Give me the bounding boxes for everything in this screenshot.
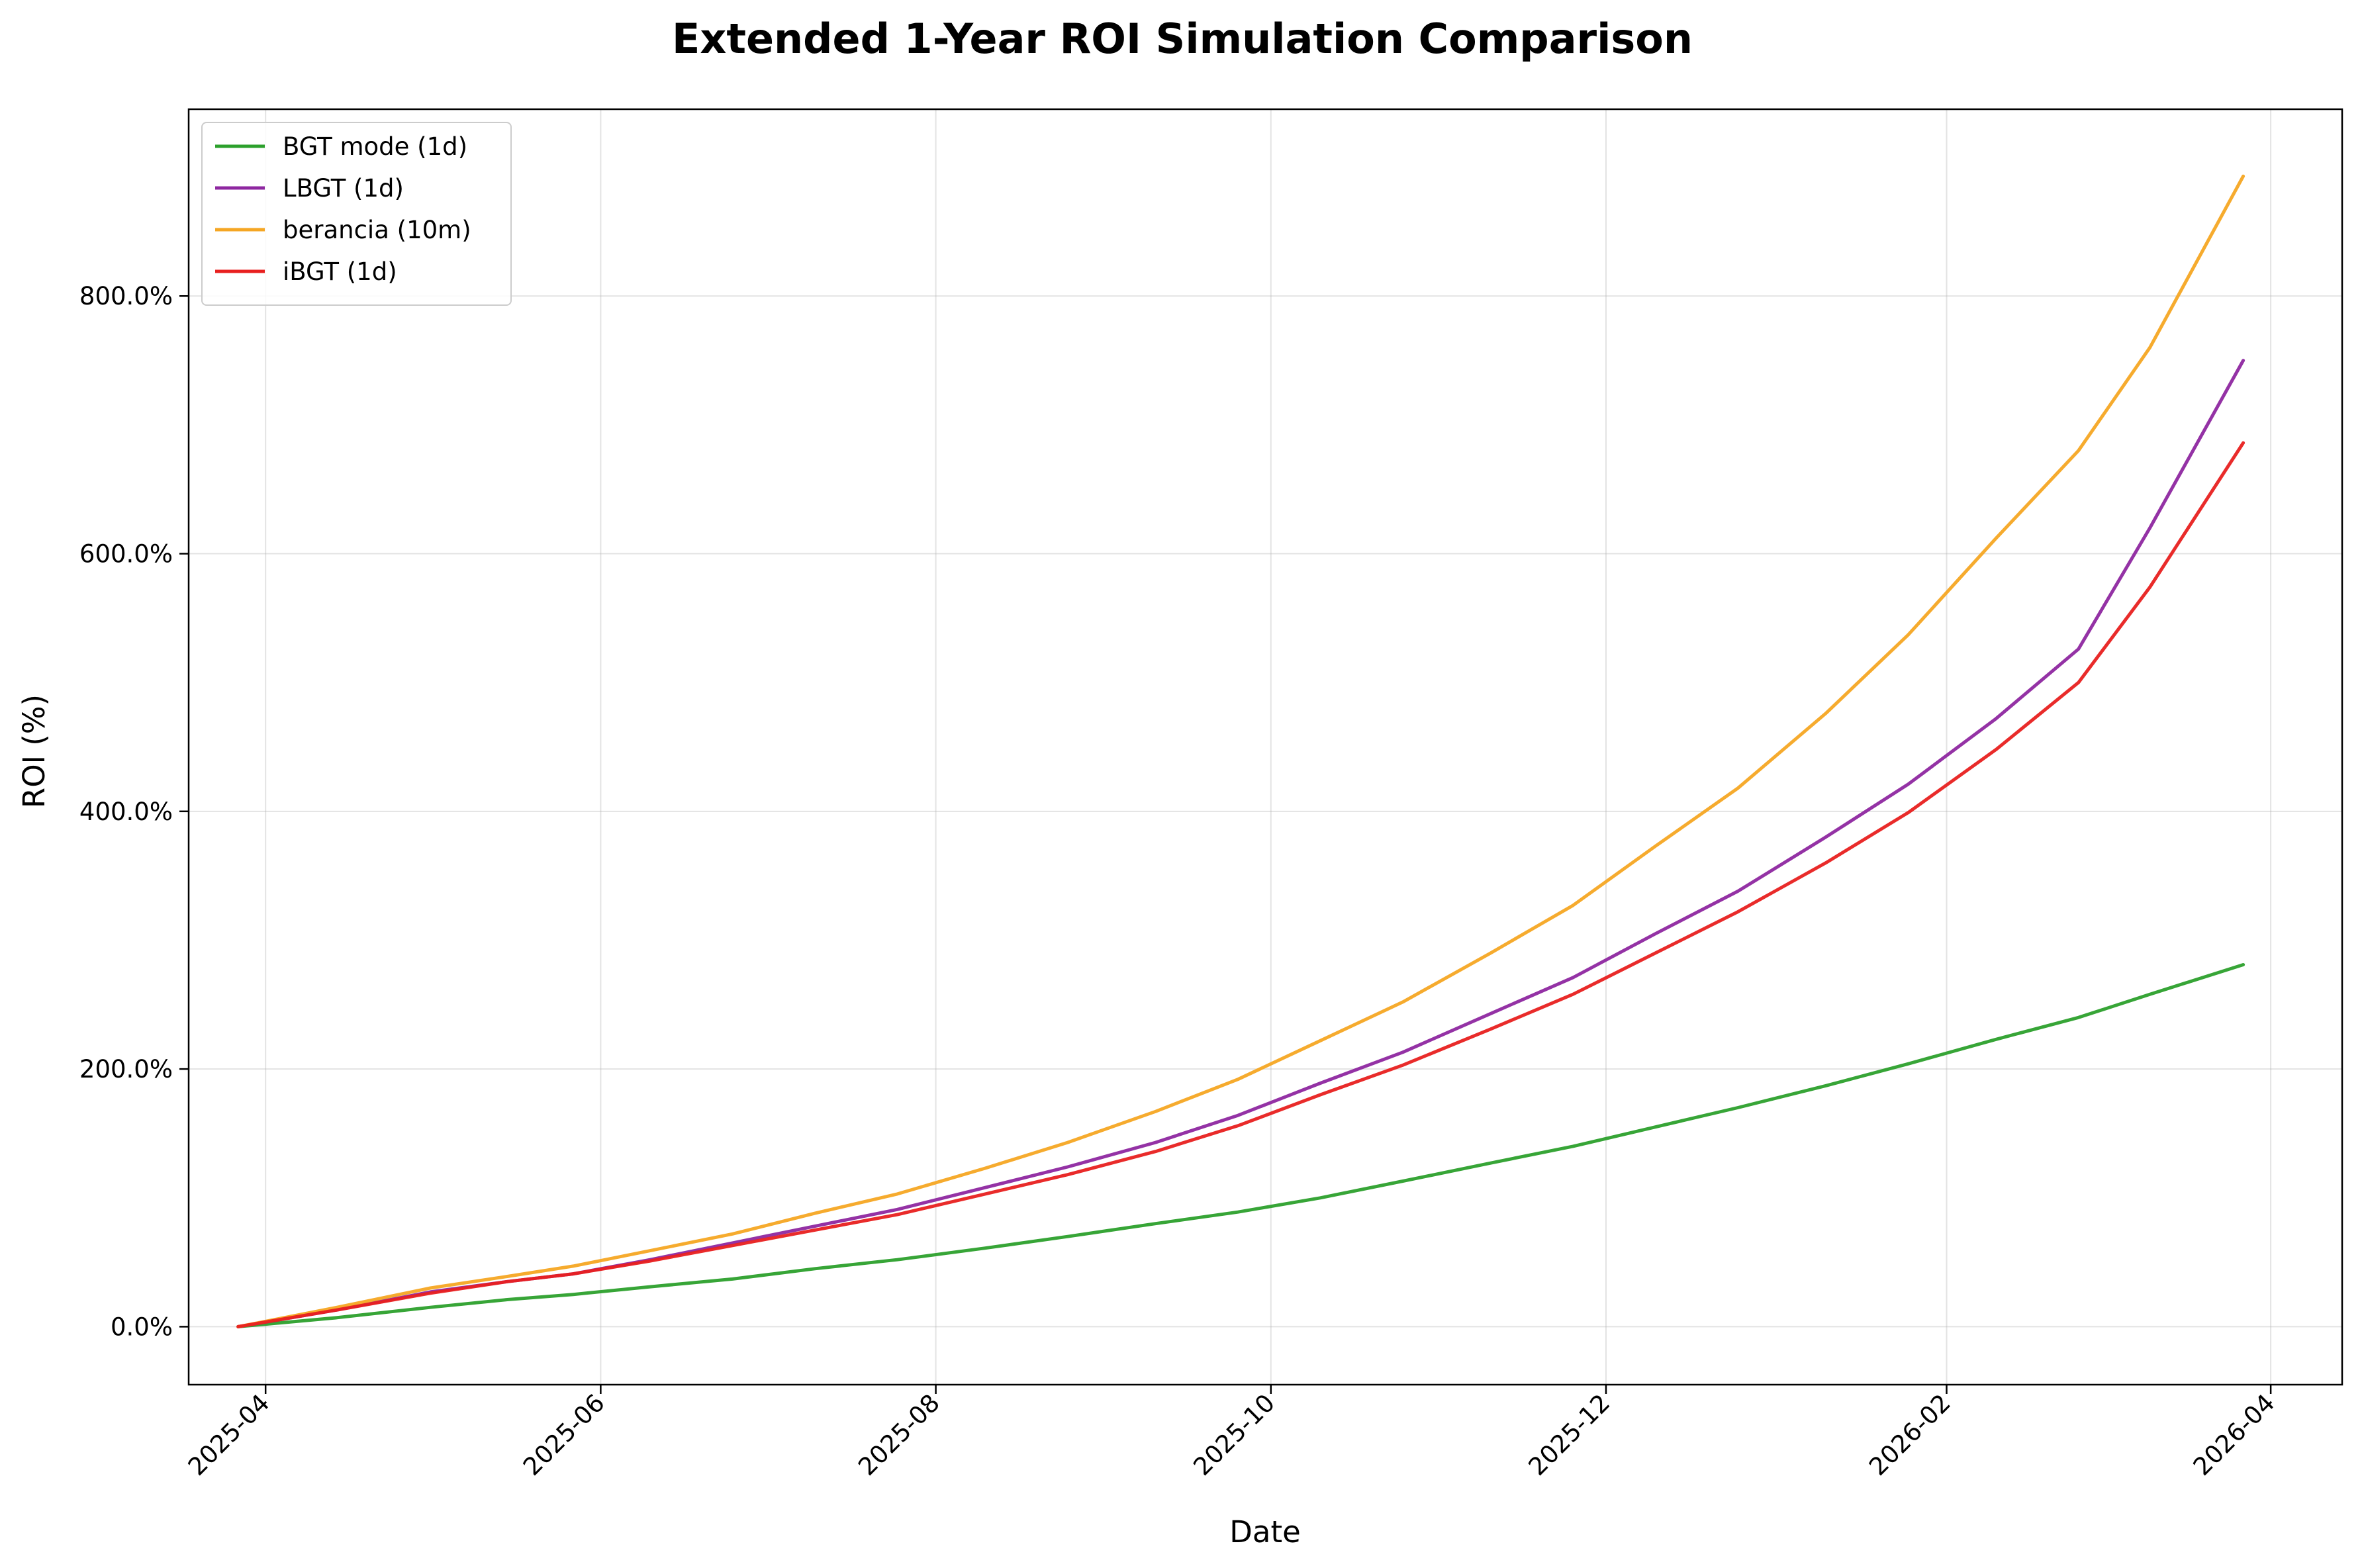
y-tick-label: 200.0% xyxy=(79,1055,173,1084)
legend-label: iBGT (1d) xyxy=(283,257,397,286)
series-layer xyxy=(236,174,2245,1328)
series-line-ibgt-1d xyxy=(236,441,2245,1328)
y-tick-label: 800.0% xyxy=(79,282,173,310)
series-line-berancia-10m xyxy=(236,174,2245,1328)
y-tick-label: 0.0% xyxy=(111,1313,173,1341)
legend: BGT mode (1d) LBGT (1d) berancia (10m) iBGT… xyxy=(201,122,512,306)
grid-layer xyxy=(189,109,2342,1385)
y-tick-label: 400.0% xyxy=(79,798,173,826)
series-line-bgt-mode-1d xyxy=(236,963,2245,1328)
chart-title: Extended 1-Year ROI Simulation Compariso… xyxy=(672,15,1693,63)
legend-box xyxy=(201,122,512,306)
plot-frame xyxy=(187,108,2343,1386)
y-axis-label: ROI (%) xyxy=(17,694,52,808)
legend-label: LBGT (1d) xyxy=(283,174,404,203)
x-axis-label: Date xyxy=(1229,1514,1301,1549)
legend-label: berancia (10m) xyxy=(283,216,471,244)
y-tick-label: 600.0% xyxy=(79,540,173,569)
legend-label: BGT mode (1d) xyxy=(283,132,467,161)
